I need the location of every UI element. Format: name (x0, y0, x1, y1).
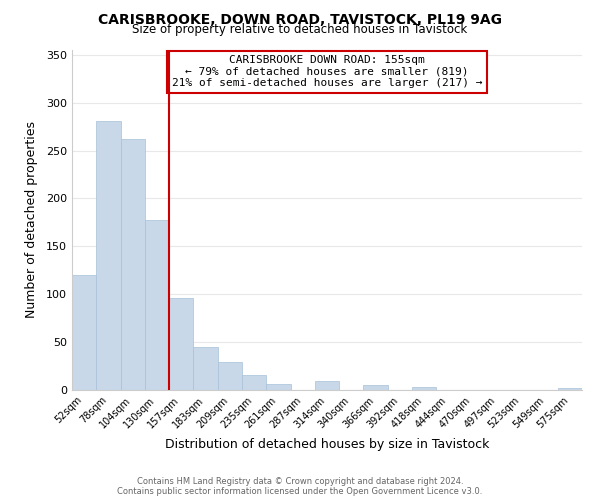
Bar (121, 139, 145, 390)
Bar (266, 384, 290, 390)
Bar (193, 347, 218, 390)
Bar (315, 382, 339, 390)
Bar (364, 385, 388, 390)
Bar (145, 220, 169, 390)
Bar (558, 388, 582, 390)
Bar (218, 362, 242, 390)
X-axis label: Distribution of detached houses by size in Tavistock: Distribution of detached houses by size … (165, 438, 489, 451)
Text: CARISBROOKE, DOWN ROAD, TAVISTOCK, PL19 9AG: CARISBROOKE, DOWN ROAD, TAVISTOCK, PL19 … (98, 12, 502, 26)
Text: Size of property relative to detached houses in Tavistock: Size of property relative to detached ho… (133, 22, 467, 36)
Bar (169, 298, 193, 390)
Bar (72, 275, 96, 390)
Bar (96, 121, 121, 390)
Bar (242, 374, 266, 390)
Text: Contains HM Land Registry data © Crown copyright and database right 2024.
Contai: Contains HM Land Registry data © Crown c… (118, 476, 482, 496)
Bar (412, 387, 436, 390)
Text: CARISBROOKE DOWN ROAD: 155sqm
← 79% of detached houses are smaller (819)
21% of : CARISBROOKE DOWN ROAD: 155sqm ← 79% of d… (172, 55, 482, 88)
Y-axis label: Number of detached properties: Number of detached properties (25, 122, 38, 318)
